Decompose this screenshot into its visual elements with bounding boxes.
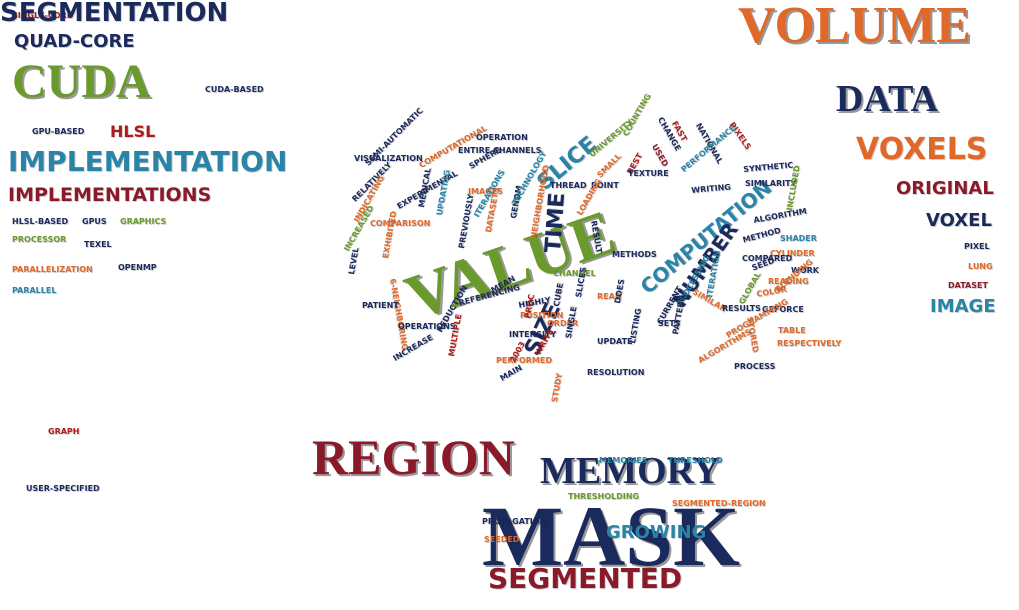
word-update: UPDATE bbox=[597, 337, 633, 346]
word-order: ORDER bbox=[547, 319, 579, 328]
word-graphics: GRAPHICS bbox=[120, 217, 167, 226]
word-writing: WRITING bbox=[690, 182, 732, 195]
word-small: SMALL bbox=[595, 152, 623, 180]
word-single-core: SINGLE-CORE bbox=[12, 11, 73, 20]
word-cylinder: CYLINDER bbox=[770, 249, 815, 258]
word-segmented: SEGMENTED bbox=[488, 562, 683, 595]
word-cuda-based: CUDA-BASED bbox=[205, 85, 264, 94]
word-shader: SHADER bbox=[780, 234, 817, 243]
word-methods: METHODS bbox=[612, 250, 657, 259]
word-propagation: PROPAGATION bbox=[482, 517, 547, 526]
word-segmentation: SEGMENTATION bbox=[0, 0, 229, 28]
word-included: INCLUDED bbox=[785, 164, 802, 212]
word-image: IMAGE bbox=[930, 296, 996, 317]
word-synthetic: SYNTHETIC bbox=[742, 160, 794, 174]
word-performed: PERFORMED bbox=[496, 356, 552, 365]
word-texture: TEXTURE bbox=[628, 169, 669, 178]
word-similarity: SIMILARITY bbox=[745, 179, 797, 188]
word-method: METHOD bbox=[741, 225, 782, 245]
word-operations: OPERATIONS bbox=[398, 322, 456, 331]
word-openmp: OPENMP bbox=[118, 263, 157, 272]
word-sets: SETS bbox=[658, 319, 681, 328]
word-work: WORK bbox=[791, 266, 819, 275]
word-entire: ENTIRE bbox=[458, 146, 491, 155]
word-comparison: COMPARISON bbox=[370, 219, 431, 228]
word-pixel: PIXEL bbox=[964, 242, 990, 251]
word-geforce: GEFORCE bbox=[762, 305, 804, 314]
word-read: READ bbox=[597, 292, 622, 301]
word-implementation: IMPLEMENTATION bbox=[8, 145, 288, 178]
word-memories: MEMORIES bbox=[599, 456, 648, 465]
word-original: ORIGINAL bbox=[896, 178, 994, 199]
word-texel: TEXEL bbox=[84, 240, 112, 249]
word-parallelization: PARALLELIZATION bbox=[12, 265, 93, 274]
word-channels: CHANNELS bbox=[493, 146, 542, 155]
word-volume: VOLUME bbox=[738, 0, 971, 54]
word-processor: PROCESSOR bbox=[12, 235, 67, 244]
word-updating: UPDATING bbox=[435, 169, 452, 217]
word-memory: MEMORY bbox=[540, 450, 721, 492]
word-data: DATA bbox=[836, 78, 939, 120]
word-patient: PATIENT bbox=[362, 301, 399, 310]
word-table: TABLE bbox=[778, 326, 806, 335]
word-user-specified: USER-SPECIFIED bbox=[26, 484, 100, 493]
word-listing: LISTING bbox=[628, 307, 644, 345]
word-results: RESULTS bbox=[722, 304, 761, 313]
word-operation: OPERATION bbox=[476, 133, 528, 142]
word-does: DOES bbox=[613, 278, 627, 305]
word-parallel: PARALLEL bbox=[12, 286, 57, 295]
word-process: PROCESS bbox=[734, 362, 776, 371]
word-voxel: VOXEL bbox=[926, 210, 992, 231]
word-channel: CHANNEL bbox=[553, 269, 596, 278]
word-study: STUDY bbox=[550, 372, 565, 404]
word-voxels: VOXELS bbox=[856, 132, 988, 167]
word-resolution: RESOLUTION bbox=[587, 368, 645, 377]
word-performance: PERFORMANCE bbox=[679, 123, 738, 175]
word-growing: GROWING bbox=[606, 522, 707, 543]
word-quad-core: QUAD-CORE bbox=[14, 31, 135, 52]
word-value: VALUE bbox=[396, 195, 624, 334]
word-cuda: CUDA bbox=[12, 55, 151, 108]
word-visualization: VISUALIZATION bbox=[354, 154, 423, 163]
word-thread: THREAD bbox=[550, 181, 587, 190]
word-graph: GRAPH bbox=[48, 427, 80, 436]
word-hlsl-based: HLSL-BASED bbox=[12, 217, 69, 226]
word-thresholding: THRESHOLDING bbox=[568, 492, 640, 501]
word-cube: CUBE bbox=[552, 282, 566, 308]
word-intensity: INTENSITY bbox=[509, 330, 557, 339]
word-implementations: IMPLEMENTATIONS bbox=[8, 184, 212, 206]
word-hlsl: HLSL bbox=[110, 122, 156, 141]
word-segmented-region: SEGMENTED-REGION bbox=[672, 499, 766, 508]
word-images: IMAGES bbox=[468, 187, 503, 196]
word-mask: MASK bbox=[482, 488, 740, 584]
word-respectively: RESPECTIVELY bbox=[777, 339, 842, 348]
word-reading: READING bbox=[768, 277, 809, 286]
word-position: POSITION bbox=[520, 311, 564, 320]
word-gpu-based: GPU-BASED bbox=[32, 127, 85, 136]
word-lung: LUNG bbox=[968, 262, 993, 271]
word-level: LEVEL bbox=[347, 246, 361, 276]
word-algorithm: ALGORITHM bbox=[752, 206, 808, 225]
word-seeded: SEEDED bbox=[484, 535, 520, 544]
word-compared: COMPARED bbox=[742, 254, 793, 263]
word-main: MAIN bbox=[498, 363, 524, 383]
word-region: REGION bbox=[312, 429, 515, 485]
word-used: USED bbox=[650, 142, 671, 169]
word-threshold: THRESHOLD bbox=[668, 456, 723, 465]
word-dataset: DATASET bbox=[948, 281, 988, 290]
word-time: TIME bbox=[541, 191, 571, 254]
word-gpus: GPUS bbox=[82, 217, 107, 226]
word-counting: COUNTING bbox=[621, 92, 653, 138]
word-point: POINT bbox=[591, 181, 619, 190]
